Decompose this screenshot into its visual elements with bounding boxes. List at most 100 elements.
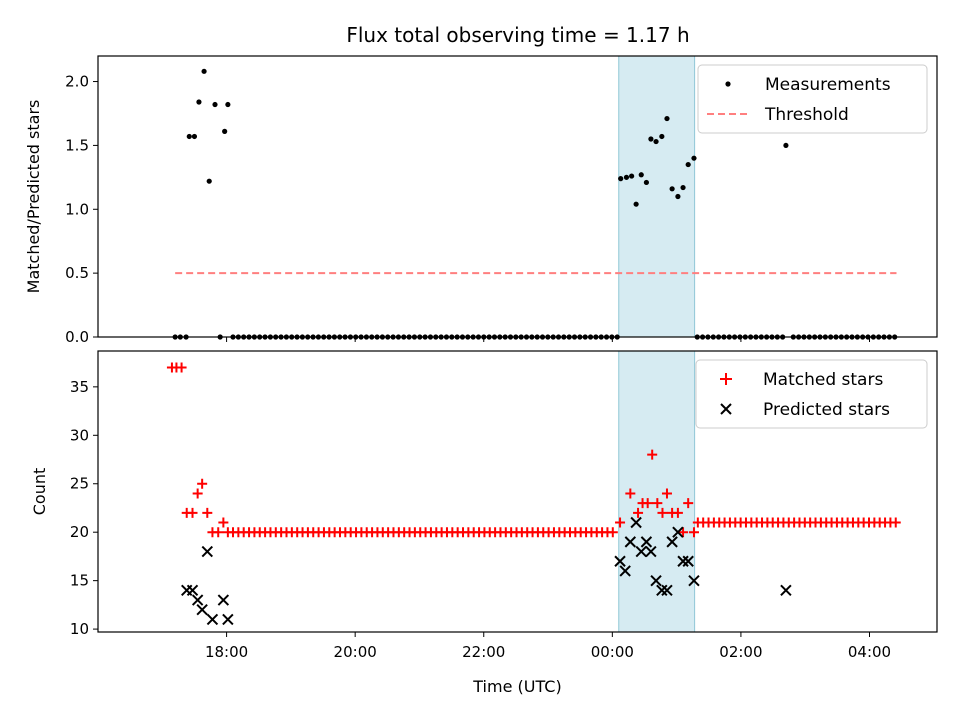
- measurement-point: [691, 155, 697, 161]
- measurement-point: [659, 133, 665, 140]
- predicted-star-point: [682, 555, 694, 567]
- matched-star-point: [213, 527, 224, 538]
- matched-star-point: [625, 488, 636, 499]
- y-tick-label: 1.5: [65, 136, 89, 154]
- axes-frame: [97, 350, 938, 633]
- measurement-point: [618, 176, 624, 182]
- matched-star-point: [192, 488, 203, 499]
- predicted-star-point: [191, 594, 204, 606]
- measurement-point: [186, 133, 192, 140]
- measurement-point: [191, 133, 198, 140]
- matched-star-point: [647, 449, 658, 460]
- x-tick-label: 04:00: [848, 643, 891, 661]
- x-tick-label: 18:00: [205, 643, 248, 661]
- measurement-point: [664, 115, 670, 122]
- measurement-point: [643, 179, 650, 186]
- measurement-point: [685, 161, 691, 168]
- predicted-star-point: [630, 516, 642, 529]
- predicted-star-point: [217, 594, 230, 606]
- matched-star-point: [176, 362, 187, 373]
- predicted-star-point: [650, 574, 662, 587]
- legend: Measurements Threshold: [697, 64, 928, 134]
- predicted-star-point: [688, 574, 700, 587]
- x-tick-label: 02:00: [719, 643, 762, 661]
- matched-star-point: [688, 527, 699, 538]
- y-tick-label: 10: [70, 620, 89, 638]
- predicted-star-point: [619, 565, 631, 577]
- legend-measurement-marker: [725, 81, 731, 87]
- y-axis-label: Count: [30, 468, 49, 516]
- predicted-star-point: [624, 536, 637, 548]
- matched-star-point: [633, 507, 644, 518]
- matched-star-point: [890, 517, 901, 528]
- matched-star-point: [615, 517, 626, 528]
- observing-window-span: [618, 350, 696, 633]
- legend: Matched stars Predicted stars: [695, 359, 928, 429]
- matched-star-point: [202, 507, 213, 518]
- predicted-star-point: [640, 536, 653, 548]
- predicted-star-point: [661, 584, 673, 597]
- plot-ratio: 0.0 0.5 1.0 1.5 2.0 Matched/Predicted stars Me…: [24, 55, 938, 346]
- predicted-star-point: [614, 555, 626, 567]
- legend-box: [695, 359, 928, 429]
- matched-star-point: [607, 527, 618, 538]
- measurement-point: [633, 201, 639, 207]
- predicted-star-point: [780, 584, 792, 597]
- y-axis-label: Matched/Predicted stars: [24, 100, 43, 294]
- legend-predicted-marker: [720, 403, 732, 415]
- predicted-star-point: [672, 526, 684, 538]
- measurement-point: [675, 193, 681, 200]
- predicted-star-point: [645, 545, 657, 558]
- legend-matched-marker: [720, 373, 732, 385]
- matched-star-point: [642, 498, 653, 509]
- axes-frame: [97, 55, 938, 338]
- measurement-point: [669, 186, 675, 192]
- legend-box: [697, 64, 928, 134]
- y-tick-label: 35: [70, 378, 89, 396]
- predicted-star-point: [635, 545, 647, 558]
- y-tick-label: 0.5: [65, 264, 89, 282]
- y-tick-label: 15: [70, 572, 89, 590]
- measurement-point: [212, 101, 218, 108]
- predicted-star-point: [196, 604, 208, 616]
- legend-label: Threshold: [764, 105, 849, 125]
- measurement-point: [225, 101, 231, 108]
- legend-label: Predicted stars: [763, 400, 890, 420]
- predicted-star-point: [666, 536, 678, 548]
- matched-star-point: [683, 498, 694, 509]
- y-tick-label: 20: [70, 523, 89, 541]
- observing-window-span: [618, 55, 696, 338]
- measurement-point: [783, 142, 789, 149]
- matched-star-point: [672, 507, 683, 518]
- matched-star-point: [187, 507, 198, 518]
- predicted-star-point: [656, 584, 668, 597]
- x-axis-label: Time (UTC): [472, 677, 561, 696]
- x-tick-label: 22:00: [462, 643, 505, 661]
- y-tick-label: 1.0: [65, 200, 89, 218]
- measurement-point: [680, 184, 686, 191]
- x-tick-label: 00:00: [591, 643, 634, 661]
- y-tick-label: 30: [70, 426, 89, 444]
- predicted-star-point: [222, 613, 234, 626]
- predicted-star-point: [201, 545, 214, 558]
- measurement-point: [623, 174, 630, 180]
- measurement-point: [222, 128, 228, 134]
- measurement-point: [206, 178, 212, 184]
- predicted-star-point: [186, 584, 199, 597]
- y-tick-label: 25: [70, 475, 89, 493]
- chart-title: Flux total observing time = 1.17 h: [346, 23, 689, 47]
- x-tick-label: 20:00: [334, 643, 377, 661]
- measurement-point: [653, 138, 659, 145]
- measurement-point: [629, 173, 635, 179]
- matched-star-point: [678, 527, 689, 538]
- measurement-point: [638, 172, 644, 178]
- y-tick-label: 2.0: [65, 73, 89, 91]
- matched-star-point: [652, 498, 663, 509]
- matched-star-point: [197, 478, 208, 489]
- measurement-point: [201, 68, 207, 74]
- y-tick-label: 0.0: [65, 328, 89, 346]
- measurement-point: [648, 136, 654, 142]
- matched-star-point: [657, 507, 668, 518]
- matched-star-point: [218, 517, 229, 528]
